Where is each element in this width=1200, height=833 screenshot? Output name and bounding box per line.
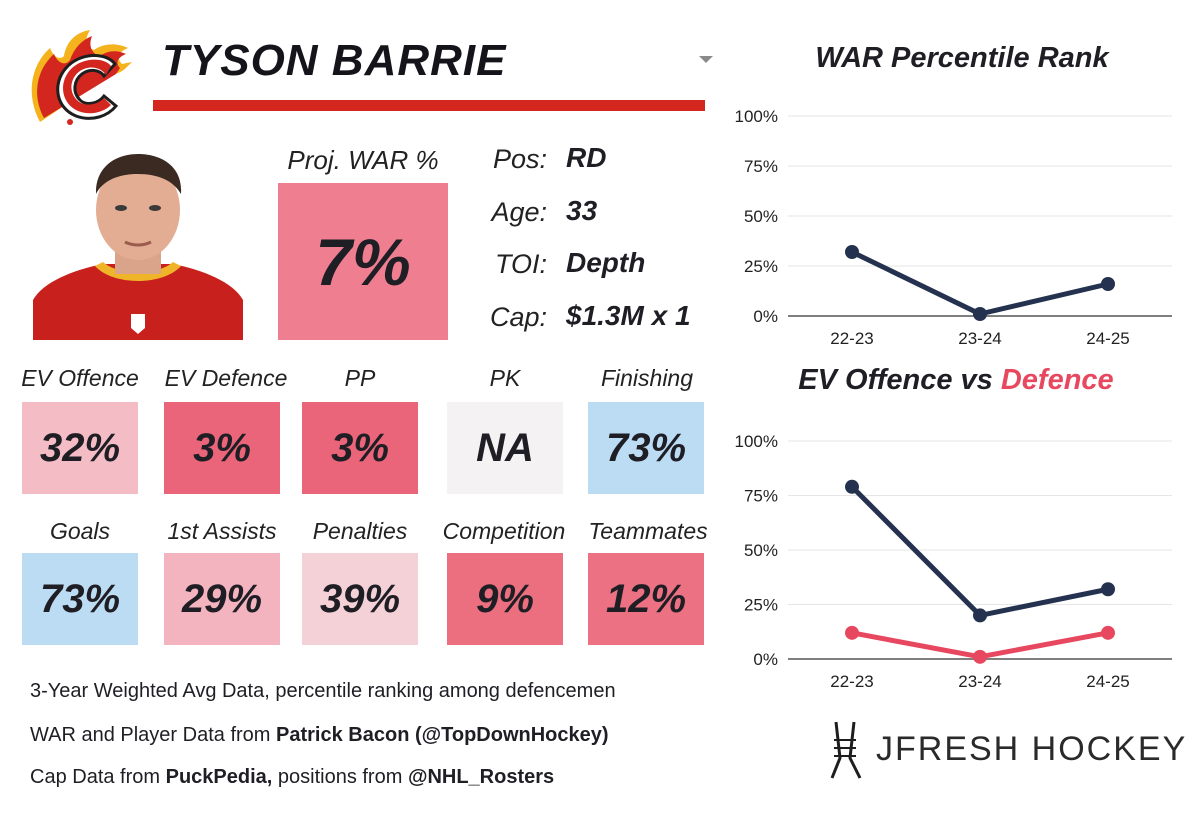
brand-name: JFRESH HOCKEY: [876, 730, 1188, 768]
x-tick-label: 22-23: [830, 672, 873, 691]
footnote-positions-name: @NHL_Rosters: [407, 766, 555, 788]
data-point: [1101, 625, 1115, 640]
series-line: [850, 485, 1109, 618]
ev-chart-title-part1: EV Offence vs: [798, 364, 1001, 396]
toi-value: Depth: [566, 247, 646, 278]
y-tick-label: 100%: [735, 432, 778, 451]
x-tick-label: 23-24: [958, 672, 1001, 691]
player-photo: [33, 150, 243, 340]
y-tick-label: 75%: [744, 157, 778, 176]
penalties-tile: 39%: [302, 553, 418, 645]
teammates-label: Teammates: [588, 518, 708, 544]
penalties-value: 39%: [319, 576, 401, 621]
teammates-value: 12%: [605, 576, 687, 621]
ev-offence-tile: 32%: [22, 402, 138, 494]
competition-tile: 9%: [447, 553, 563, 645]
ev-defence-label: EV Defence: [164, 365, 288, 391]
pp-label: PP: [344, 365, 376, 391]
footnote-cap-prefix: Cap Data from: [30, 766, 166, 788]
goals-value: 73%: [39, 576, 121, 621]
y-tick-label: 100%: [735, 107, 778, 126]
series-line: [850, 249, 1109, 317]
y-tick-label: 75%: [744, 487, 778, 506]
y-tick-label: 50%: [744, 541, 778, 560]
finishing-label: Finishing: [600, 365, 694, 391]
pp-value: 3%: [331, 425, 389, 470]
y-tick-label: 25%: [744, 257, 778, 276]
proj-war-value: 7%: [315, 224, 411, 299]
data-point: [973, 307, 987, 321]
first-assists-tile: 29%: [164, 553, 280, 645]
y-tick-label: 25%: [744, 596, 778, 615]
data-point: [973, 608, 987, 623]
war-percentile-chart: 0% 25% 50% 75% 100% 22-23 23-24 24-25: [735, 107, 1172, 348]
footnote-positions-prefix: positions from: [272, 766, 408, 788]
data-point: [1101, 277, 1115, 291]
footnote-methodology: 3-Year Weighted Avg Data, percentile ran…: [30, 680, 616, 702]
y-tick-label: 50%: [744, 207, 778, 226]
finishing-value: 73%: [605, 425, 687, 470]
competition-value: 9%: [476, 576, 534, 621]
goals-label: Goals: [49, 518, 111, 544]
position-value: RD: [566, 142, 607, 173]
team-logo: [20, 26, 140, 130]
pk-value: NA: [476, 425, 534, 470]
data-point: [845, 479, 859, 494]
data-point: [845, 625, 859, 640]
footnote-war-source-name: Patrick Bacon (@TopDownHockey): [276, 724, 609, 746]
jfresh-hockey-stick-logo: [826, 718, 866, 791]
player-name: TYSON BARRIE: [162, 36, 507, 85]
penalties-label: Penalties: [312, 518, 408, 544]
pk-label: PK: [489, 365, 521, 391]
age-label: Age:: [491, 197, 547, 227]
cap-label: Cap:: [489, 302, 547, 332]
goals-tile: 73%: [22, 553, 138, 645]
ev-defence-tile: 3%: [164, 402, 280, 494]
teammates-tile: 12%: [588, 553, 704, 645]
data-point: [973, 649, 987, 664]
finishing-tile: 73%: [588, 402, 704, 494]
y-tick-label: 0%: [753, 307, 778, 326]
chevron-down-icon[interactable]: [699, 56, 713, 63]
x-tick-label: 23-24: [958, 329, 1001, 348]
ev-defence-value: 3%: [193, 425, 251, 470]
footnote-war-source: WAR and Player Data from Patrick Bacon (…: [30, 724, 609, 747]
ev-offence-label: EV Offence: [21, 365, 139, 391]
toi-label: TOI:: [494, 249, 547, 279]
x-tick-label: 22-23: [830, 329, 873, 348]
footnote-cap-name: PuckPedia,: [165, 766, 273, 788]
ev-chart-title: EV Offence vs Defence: [740, 364, 1172, 397]
data-point: [845, 245, 859, 259]
first-assists-value: 29%: [181, 576, 263, 621]
pk-tile: NA: [447, 402, 563, 494]
proj-war-tile: 7%: [278, 183, 448, 340]
ev-chart-title-part2: Defence: [1000, 364, 1114, 396]
ev-offence-defence-chart: 0% 25% 50% 75% 100% 22-23 23-24 24-25: [735, 432, 1172, 691]
age-value: 33: [566, 195, 598, 226]
footnote-war-source-prefix: WAR and Player Data from: [30, 724, 277, 746]
first-assists-label: 1st Assists: [167, 518, 277, 544]
name-underline: [153, 100, 705, 111]
proj-war-label: Proj. WAR %: [287, 145, 439, 175]
ev-offence-value: 32%: [39, 425, 121, 470]
x-tick-label: 24-25: [1086, 329, 1129, 348]
y-tick-label: 0%: [753, 650, 778, 669]
position-label: Pos:: [492, 144, 547, 174]
x-tick-label: 24-25: [1086, 672, 1129, 691]
footnote-cap-source: Cap Data from PuckPedia, positions from …: [30, 766, 554, 789]
pp-tile: 3%: [302, 402, 418, 494]
data-point: [1101, 582, 1115, 597]
competition-label: Competition: [442, 518, 566, 544]
cap-value: $1.3M x 1: [566, 300, 691, 331]
war-chart-title: WAR Percentile Rank: [815, 42, 1109, 74]
